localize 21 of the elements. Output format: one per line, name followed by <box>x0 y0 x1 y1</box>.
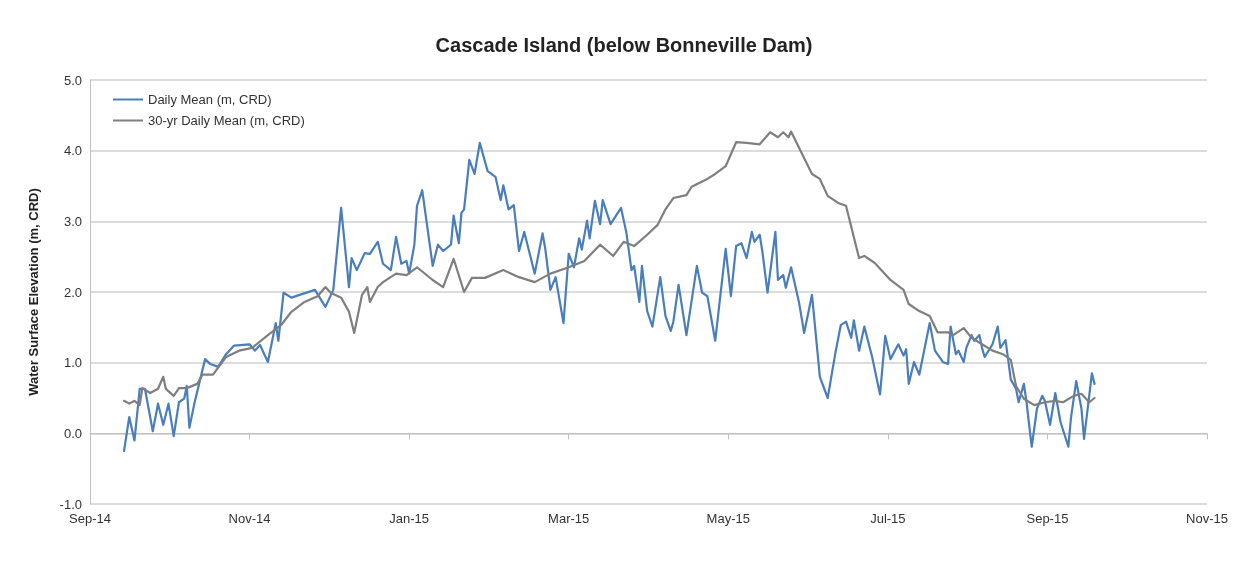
x-tick-label: Nov-14 <box>228 511 271 526</box>
y-tick-label: 2.0 <box>63 284 82 300</box>
x-tick-label: Sep-14 <box>69 511 111 526</box>
chart-title: Cascade Island (below Bonneville Dam) <box>435 34 813 56</box>
legend-label: Daily Mean (m, CRD) <box>148 92 272 107</box>
y-tick-label: 3.0 <box>63 213 82 229</box>
legend-label: 30-yr Daily Mean (m, CRD) <box>148 113 305 128</box>
x-tick-label: Mar-15 <box>548 511 590 526</box>
x-tick-label: Jul-15 <box>870 511 906 526</box>
y-tick-label: 0.0 <box>63 425 82 441</box>
x-tick-label: May-15 <box>706 511 750 526</box>
line-series <box>122 141 1096 453</box>
line-series <box>122 130 1096 407</box>
y-tick-label: 5.0 <box>63 72 82 88</box>
x-tick-label: Nov-15 <box>1186 511 1228 526</box>
y-tick-label: -1.0 <box>59 496 82 512</box>
x-tick-label: Jan-15 <box>389 511 430 526</box>
y-tick-label: 1.0 <box>63 355 82 371</box>
x-tick-label: Sep-15 <box>1026 511 1069 526</box>
y-tick-label: 4.0 <box>63 143 82 159</box>
y-axis-title: Water Surface Elevation (m, CRD) <box>26 188 41 396</box>
